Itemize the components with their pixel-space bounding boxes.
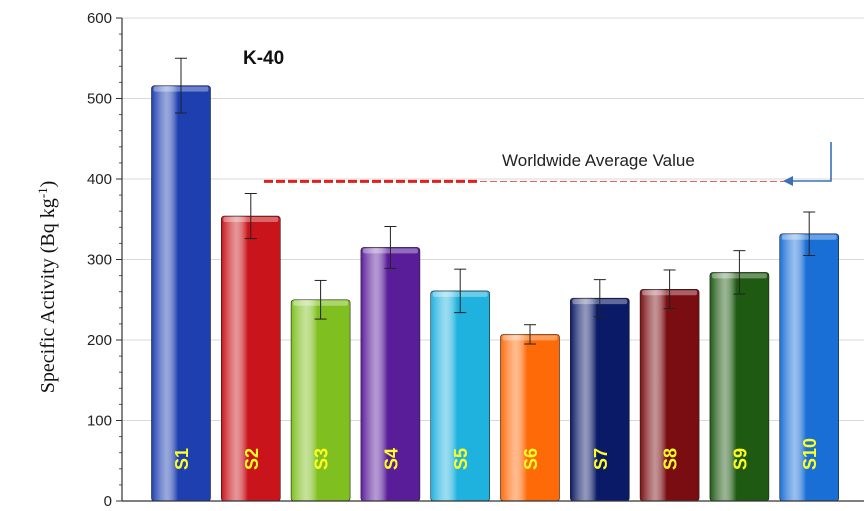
bar-s6 [500,334,560,502]
axes [116,17,864,502]
y-tick-label: 500 [87,91,112,108]
error-bars [175,57,816,345]
bar-labels: S1 S2 S3 S4 S5 S6 S7 S8 S9 S10 [172,438,820,470]
y-axis-label-sup: -1 [35,187,50,198]
y-tick-label: 0 [104,493,112,510]
y-tick-label: 200 [87,332,112,349]
bar-label-s6: S6 [521,448,541,470]
y-axis-label-text: Specific Activity (Bq kg [37,198,59,393]
bar-label-s3: S3 [312,448,332,470]
bar-label-s10: S10 [800,438,820,470]
y-tick-label: 400 [87,171,112,188]
y-axis-label: Specific Activity (Bq kg-1) [35,181,60,394]
reference-arrow-head [783,176,793,186]
bar-label-s8: S8 [661,448,681,470]
reference-arrow [791,142,832,182]
bar-s1 [151,85,211,502]
bar-label-s4: S4 [381,448,401,470]
chart-title: K-40 [243,48,284,69]
y-tick-label: 100 [87,413,112,430]
reference-line-label: Worldwide Average Value [502,151,695,170]
bar-label-s1: S1 [172,448,192,470]
worldwide-average-line [264,142,832,186]
y-tick-label: 300 [87,252,112,269]
y-axis-label-close: ) [37,181,59,188]
bars [151,85,840,502]
y-tick-labels: 0 100 200 300 400 500 600 [87,10,112,510]
bar-label-s7: S7 [591,448,611,470]
bar-label-s5: S5 [451,448,471,470]
bar-label-s9: S9 [730,448,750,470]
bar-label-s2: S2 [242,448,262,470]
y-tick-label: 600 [87,10,112,27]
